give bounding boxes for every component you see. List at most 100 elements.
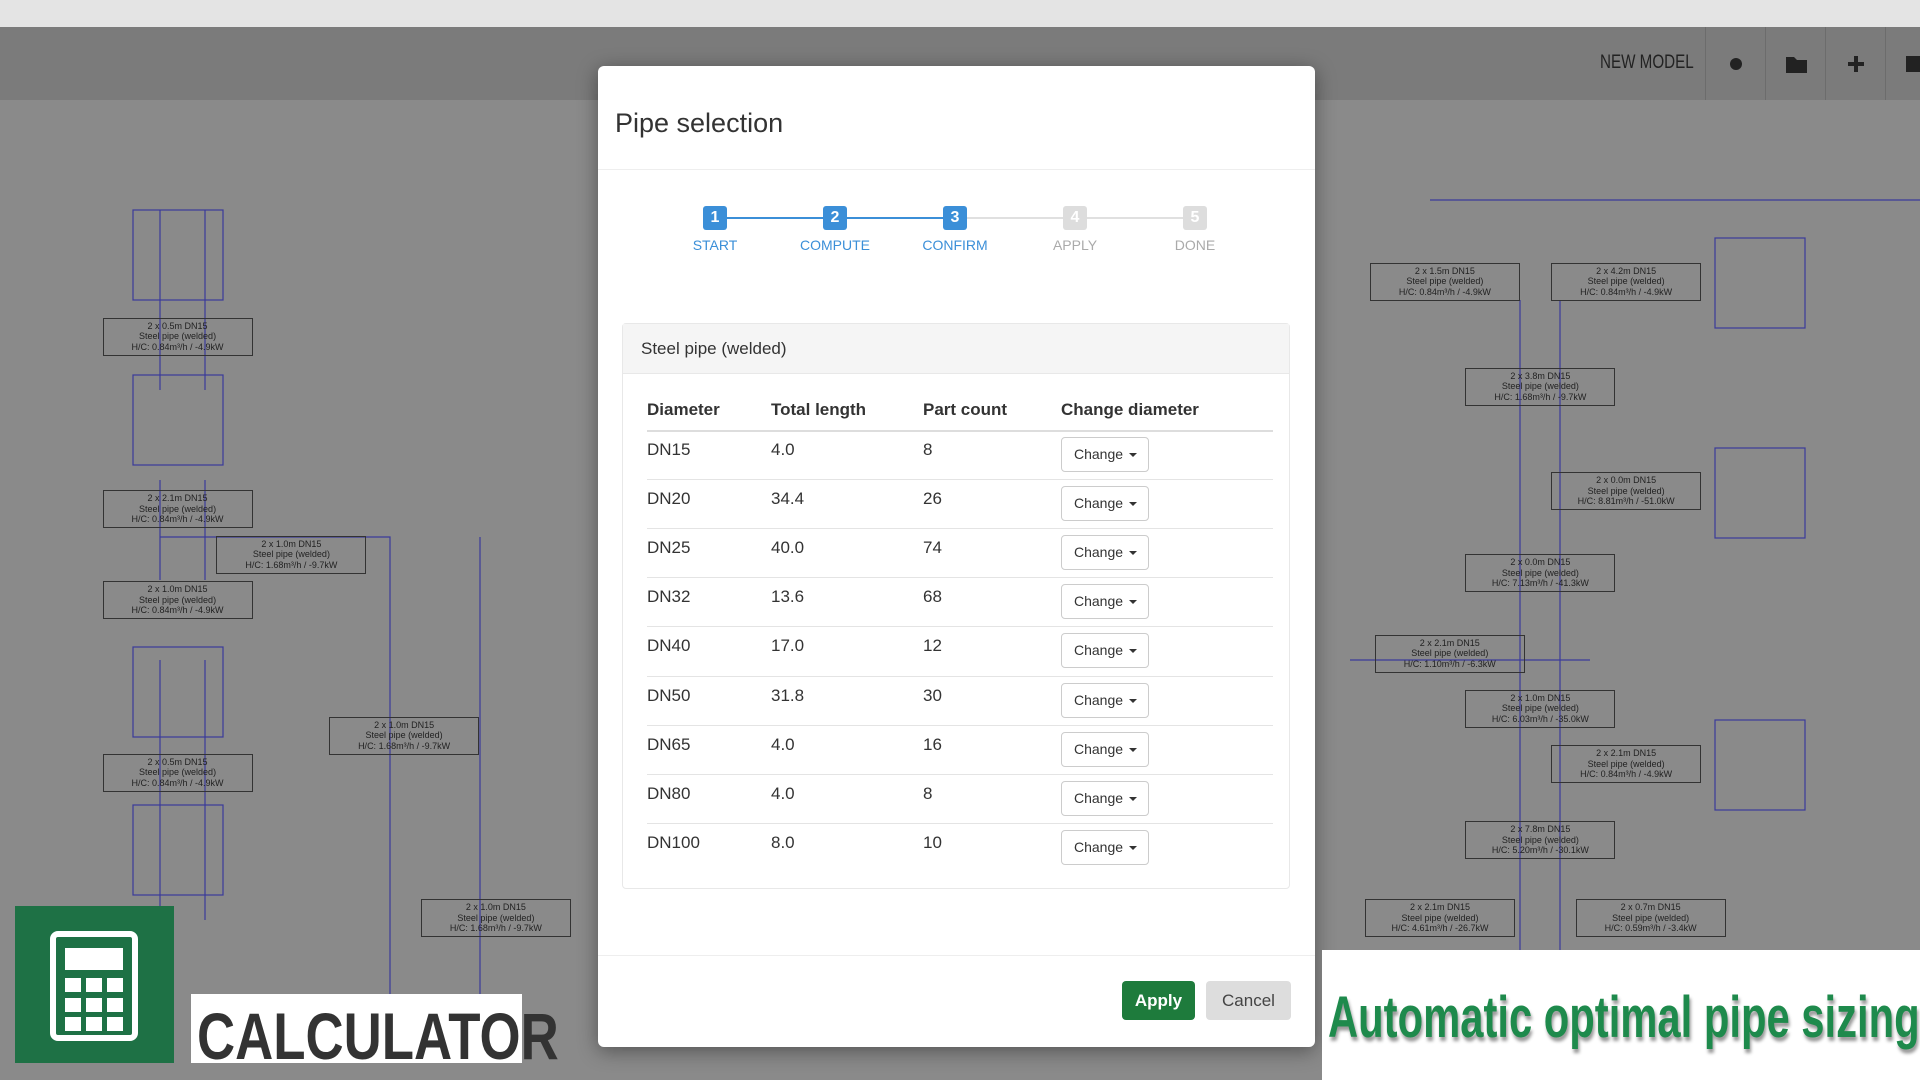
table-cell: 4.0 xyxy=(771,734,795,754)
apply-button[interactable]: Apply xyxy=(1122,981,1195,1020)
column-header: Part count xyxy=(923,400,1008,419)
label-line: 2 x 1.0m DN15 xyxy=(261,538,322,549)
label-line: H/C: 0.84m³/h / -4.9kW xyxy=(1580,769,1673,780)
step-number: 5 xyxy=(1183,206,1207,230)
button-label: Change xyxy=(1074,839,1124,856)
change-button[interactable]: Change xyxy=(1061,781,1149,816)
label-line: Steel pipe (welded) xyxy=(139,767,217,778)
label-line: H/C: 1.68m³/h / -9.7kW xyxy=(245,559,338,570)
label-line: Steel pipe (welded) xyxy=(1587,276,1665,287)
caret xyxy=(1129,600,1137,605)
label-line: Steel pipe (welded) xyxy=(1406,276,1484,287)
settings-button[interactable] xyxy=(1705,27,1766,100)
row-line xyxy=(647,528,1273,529)
change-button[interactable]: Change xyxy=(1061,535,1149,570)
open-button[interactable] xyxy=(1765,27,1826,100)
cancel-button[interactable]: Cancel xyxy=(1206,981,1291,1020)
label-line: 2 x 1.0m DN15 xyxy=(374,719,435,730)
label-line: H/C: 0.84m³/h / -4.9kW xyxy=(1580,286,1673,297)
label-line: 2 x 0.5m DN15 xyxy=(147,320,208,331)
label-line: 2 x 1.0m DN15 xyxy=(1510,692,1571,703)
panel-title: Steel pipe (welded) xyxy=(641,339,787,358)
table-cell: DN15 xyxy=(647,439,691,459)
label-line: Steel pipe (welded) xyxy=(1501,834,1579,845)
caption-box: Automatic optimal pipe sizing xyxy=(1322,950,1920,1080)
label-line: Steel pipe (welded) xyxy=(365,730,443,741)
row-line xyxy=(647,724,1273,726)
change-button[interactable]: Change xyxy=(1061,633,1149,669)
table-cell: 74 xyxy=(923,538,942,557)
label-line: H/C: 0.84m³/h / -4.9kW xyxy=(1398,286,1491,297)
step-number: 2 xyxy=(823,206,847,230)
label-line: H/C: 0.84m³/h / -4.9kW xyxy=(131,514,224,525)
step-number: 1 xyxy=(703,206,727,230)
model-title[interactable]: NEW MODEL xyxy=(1600,52,1694,73)
label-line: 2 x 0.0m DN15 xyxy=(1510,557,1571,568)
divider xyxy=(598,955,1315,956)
save-button[interactable] xyxy=(1885,27,1920,100)
table-cell: 12 xyxy=(923,636,942,656)
caret xyxy=(1129,501,1137,506)
row-line xyxy=(647,823,1273,825)
change-button[interactable]: Change xyxy=(1061,485,1149,521)
change-button[interactable]: Change xyxy=(1061,830,1149,866)
row-line xyxy=(647,675,1273,677)
diagram-label: 2 x 2.1m DN15 Steel pipe (welded) H/C: 0.8… xyxy=(1551,745,1702,784)
step-label: CONFIRM xyxy=(922,237,988,253)
diagram-label: 2 x 4.2m DN15 Steel pipe (welded) H/C: 0.8… xyxy=(1551,262,1702,301)
diagram-label: 2 x 1.0m DN15 Steel pipe (welded) H/C: 1.6… xyxy=(216,535,367,574)
badge-box: CALCULATOR xyxy=(191,994,559,1073)
caret xyxy=(1129,452,1137,457)
row-line xyxy=(647,478,1273,480)
change-button[interactable]: Change xyxy=(1061,436,1149,472)
table-cell: DN80 xyxy=(647,784,691,803)
label-line: 2 x 2.1m DN15 xyxy=(1409,902,1471,913)
diagram-label: 2 x 0.0m DN15 Steel pipe (welded) H/C: 8.8… xyxy=(1551,472,1702,511)
label-line: Steel pipe (welded) xyxy=(252,549,330,560)
diagram-label: 2 x 0.7m DN15 Steel pipe (welded) H/C: 0.5… xyxy=(1575,899,1726,938)
step-number: 4 xyxy=(1063,206,1087,230)
step-label: START xyxy=(692,237,738,253)
button-label: Change xyxy=(1074,691,1124,708)
table-cell: DN32 xyxy=(647,587,691,607)
caret xyxy=(1129,846,1137,851)
label-line: Steel pipe (welded) xyxy=(1587,758,1665,769)
caret xyxy=(1129,797,1137,801)
label-line: 2 x 0.7m DN15 xyxy=(1620,902,1681,913)
row-line xyxy=(647,626,1273,628)
table-cell: DN100 xyxy=(647,833,700,853)
label-line: H/C: 1.68m³/h / -9.7kW xyxy=(1494,391,1587,402)
diagram-label: 2 x 1.0m DN15 Steel pipe (welded) H/C: 6.0… xyxy=(1465,689,1616,728)
add-button[interactable] xyxy=(1825,27,1886,100)
button-label: Change xyxy=(1074,593,1124,610)
table-cell: DN50 xyxy=(647,685,691,705)
step-number: 3 xyxy=(943,206,967,230)
diagram-label: 2 x 1.0m DN15 Steel pipe (welded) H/C: 0.8… xyxy=(102,581,253,619)
table-cell: 30 xyxy=(923,685,942,705)
label-line: H/C: 7.13m³/h / -41.3kW xyxy=(1491,578,1589,589)
label-line: H/C: 5.20m³/h / -30.1kW xyxy=(1491,845,1589,855)
table-cell: 4.0 xyxy=(771,784,795,803)
change-button[interactable]: Change xyxy=(1061,584,1149,620)
header-line xyxy=(647,429,1273,432)
label-line: H/C: 1.68m³/h / -9.7kW xyxy=(358,740,451,751)
column-header: Total length xyxy=(771,400,867,419)
top-bar xyxy=(0,0,1920,27)
label-line: Steel pipe (welded) xyxy=(139,331,217,342)
change-button[interactable]: Change xyxy=(1061,731,1149,767)
change-button[interactable]: Change xyxy=(1061,682,1149,718)
table-cell: 68 xyxy=(923,587,942,607)
table-cell: DN65 xyxy=(647,734,691,754)
diagram-label: 2 x 3.8m DN15 Steel pipe (welded) H/C: 1.6… xyxy=(1465,367,1616,406)
step-label: DONE xyxy=(1174,237,1216,253)
label-line: H/C: 4.61m³/h / -26.7kW xyxy=(1391,923,1489,934)
step-label: COMPUTE xyxy=(800,237,870,253)
caption: Automatic optimal pipe sizing xyxy=(1328,985,1920,1050)
step-connector xyxy=(715,217,835,219)
table-cell: 10 xyxy=(923,833,942,853)
table-cell: 34.4 xyxy=(771,488,805,508)
caret xyxy=(1129,551,1137,555)
diagram-label: 2 x 0.0m DN15 Steel pipe (welded) H/C: 7.1… xyxy=(1465,554,1616,593)
label-line: Steel pipe (welded) xyxy=(457,912,535,923)
